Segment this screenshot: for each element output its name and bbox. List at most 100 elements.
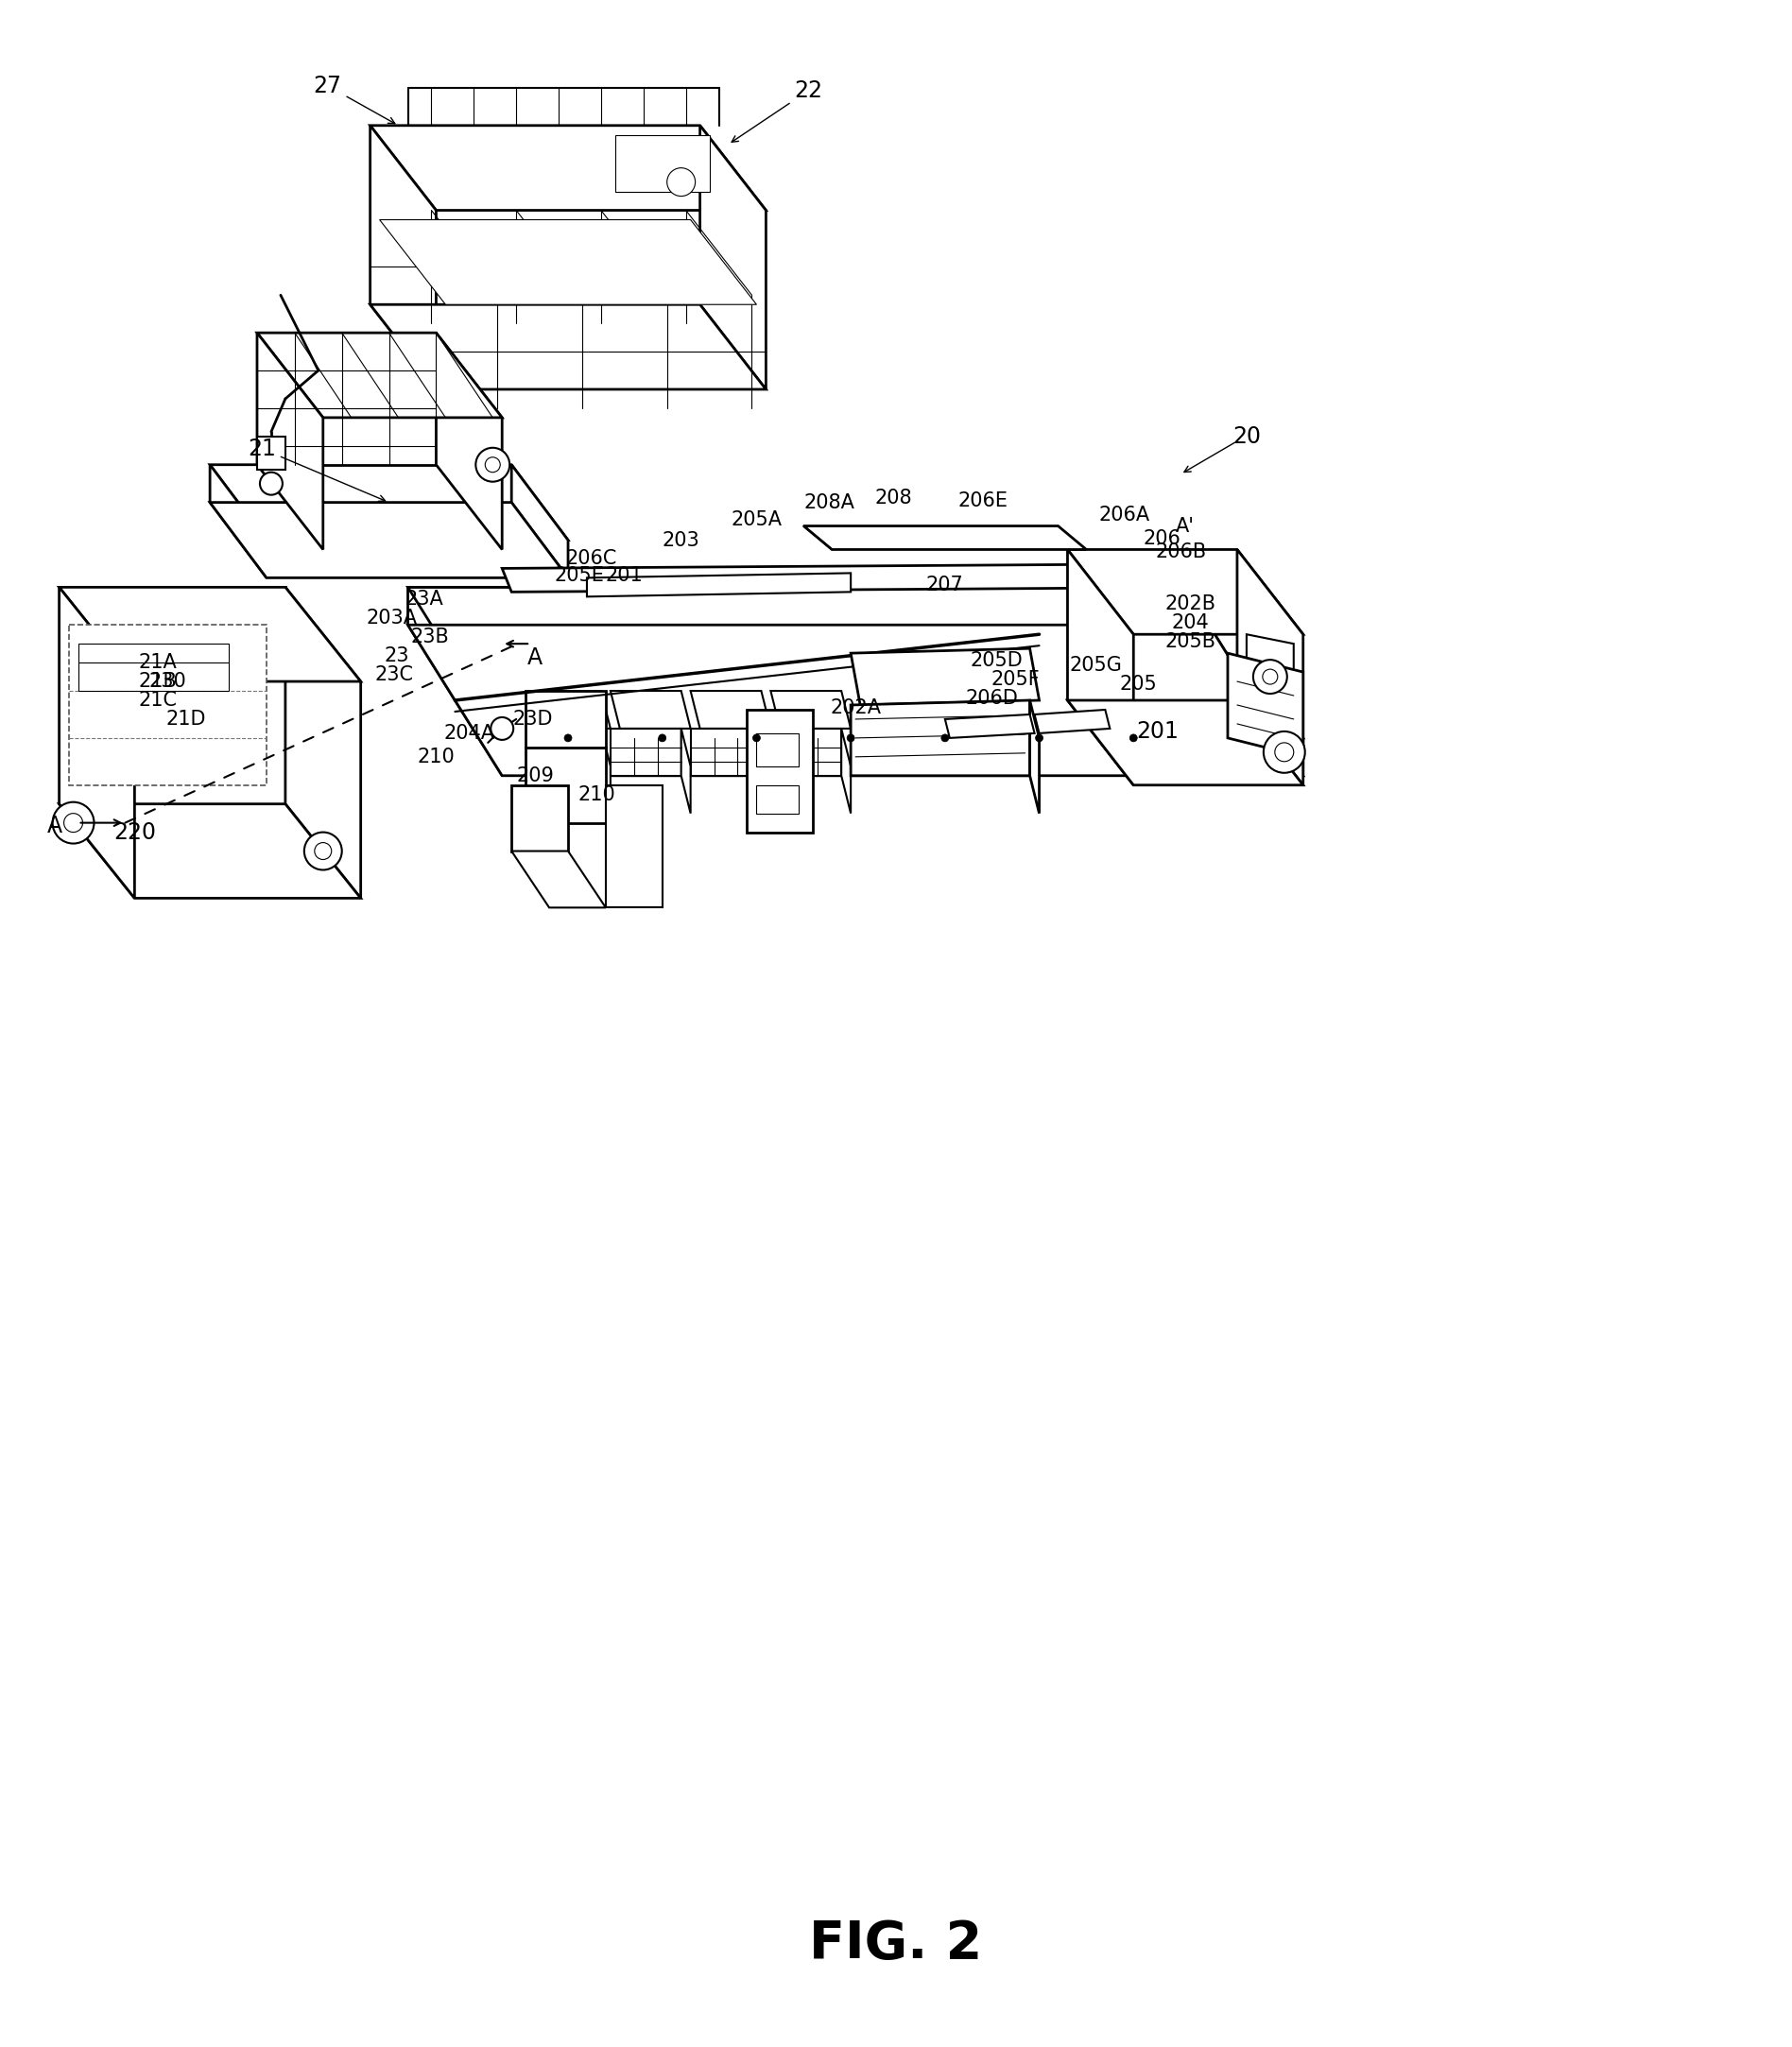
Text: 206A: 206A — [1098, 506, 1150, 524]
Text: 27: 27 — [314, 74, 394, 123]
Polygon shape — [371, 305, 765, 389]
Polygon shape — [511, 786, 568, 852]
Text: 206: 206 — [1143, 528, 1181, 549]
Text: 21: 21 — [247, 438, 385, 502]
Polygon shape — [606, 786, 663, 907]
Text: 21D: 21D — [167, 710, 206, 729]
Text: 206D: 206D — [966, 690, 1018, 708]
Text: 21A: 21A — [138, 653, 177, 671]
Circle shape — [1263, 669, 1278, 684]
Text: 23D: 23D — [513, 710, 554, 729]
Text: 204: 204 — [1172, 614, 1210, 633]
Polygon shape — [59, 804, 360, 899]
Polygon shape — [59, 587, 134, 899]
Polygon shape — [525, 692, 606, 747]
Polygon shape — [210, 465, 267, 577]
Text: 209: 209 — [516, 766, 554, 786]
Polygon shape — [615, 135, 710, 192]
Text: 21C: 21C — [138, 690, 177, 710]
Polygon shape — [690, 729, 762, 776]
Polygon shape — [380, 219, 756, 305]
Text: A: A — [527, 647, 543, 669]
Polygon shape — [1068, 700, 1303, 786]
Text: 210: 210 — [418, 747, 455, 766]
Polygon shape — [681, 729, 690, 813]
Polygon shape — [409, 587, 502, 776]
Polygon shape — [1030, 700, 1039, 813]
Text: 208: 208 — [874, 489, 912, 508]
Text: 207: 207 — [926, 575, 964, 596]
Circle shape — [315, 843, 332, 860]
Text: 23C: 23C — [375, 665, 414, 684]
Polygon shape — [701, 125, 765, 389]
Circle shape — [475, 448, 509, 481]
Text: 23B: 23B — [410, 628, 448, 647]
Polygon shape — [256, 436, 285, 469]
Text: 210: 210 — [577, 786, 615, 804]
Text: 230: 230 — [149, 671, 186, 692]
Polygon shape — [944, 714, 1034, 739]
Polygon shape — [1210, 587, 1303, 776]
Text: 205A: 205A — [731, 510, 781, 528]
Circle shape — [1036, 735, 1043, 741]
Polygon shape — [762, 729, 771, 813]
Polygon shape — [1228, 653, 1303, 757]
Polygon shape — [525, 747, 606, 823]
Polygon shape — [285, 587, 360, 899]
Polygon shape — [68, 624, 267, 786]
Polygon shape — [502, 563, 1219, 592]
Polygon shape — [611, 692, 690, 729]
Text: 23: 23 — [383, 647, 409, 665]
Circle shape — [1129, 735, 1138, 741]
Polygon shape — [511, 465, 568, 577]
Polygon shape — [59, 587, 285, 804]
Text: 206C: 206C — [566, 549, 616, 569]
Polygon shape — [803, 526, 1086, 549]
Text: 203A: 203A — [366, 608, 418, 628]
Polygon shape — [256, 334, 435, 465]
Text: 22: 22 — [731, 80, 823, 141]
Text: 201: 201 — [1136, 721, 1179, 743]
Text: 23A: 23A — [405, 590, 443, 608]
Text: 205D: 205D — [971, 651, 1023, 669]
Polygon shape — [690, 692, 771, 729]
Circle shape — [305, 833, 342, 870]
Circle shape — [260, 473, 283, 495]
Text: 203: 203 — [663, 530, 701, 549]
Text: 206B: 206B — [1156, 542, 1206, 561]
Text: 220: 220 — [113, 821, 156, 843]
Polygon shape — [1236, 549, 1303, 786]
Polygon shape — [409, 587, 1210, 624]
Text: FIG. 2: FIG. 2 — [810, 1918, 982, 1969]
Polygon shape — [756, 733, 799, 766]
Polygon shape — [588, 573, 851, 596]
Polygon shape — [1247, 635, 1294, 718]
Polygon shape — [409, 624, 1303, 776]
Polygon shape — [1034, 710, 1109, 733]
Text: 204A: 204A — [444, 725, 495, 743]
Circle shape — [658, 735, 667, 741]
Circle shape — [491, 716, 513, 739]
Text: 20: 20 — [1233, 426, 1262, 448]
Text: 21B: 21B — [138, 671, 177, 692]
Circle shape — [667, 168, 695, 197]
Text: 208A: 208A — [803, 493, 855, 512]
Text: 205B: 205B — [1165, 633, 1215, 651]
Polygon shape — [840, 729, 851, 813]
Polygon shape — [1068, 549, 1303, 635]
Polygon shape — [851, 649, 1039, 704]
Text: 201: 201 — [606, 567, 643, 585]
Circle shape — [52, 802, 93, 843]
Text: A: A — [47, 815, 63, 837]
Polygon shape — [210, 465, 568, 540]
Polygon shape — [210, 502, 568, 577]
Polygon shape — [530, 692, 611, 729]
Circle shape — [941, 735, 948, 741]
Polygon shape — [409, 587, 1303, 739]
Circle shape — [753, 735, 760, 741]
Text: 205: 205 — [1120, 676, 1158, 694]
Polygon shape — [371, 125, 765, 211]
Polygon shape — [756, 786, 799, 813]
Polygon shape — [771, 729, 840, 776]
Text: 205F: 205F — [991, 669, 1039, 690]
